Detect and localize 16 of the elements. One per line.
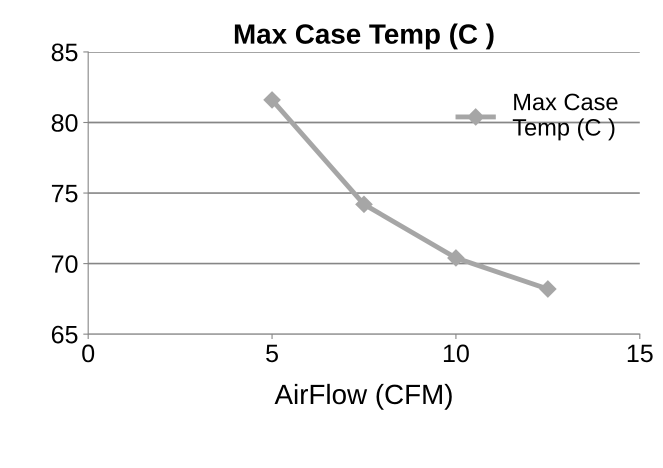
point [539,280,556,298]
y-tick-label: 75 [52,184,78,202]
x-tick-label: 5 [266,344,278,362]
legend-label: Max Case Temp (C ) [512,94,618,140]
point [447,249,464,267]
point [264,91,281,108]
y-tick-label: 70 [52,255,78,273]
chart-title: Max Case Temp (C ) [234,23,494,50]
y-tick-label: 80 [52,114,78,132]
x-tick-label: 15 [628,344,653,362]
x-tick-label: 0 [82,344,94,362]
y-tick-label: 85 [52,44,78,62]
x-tick-label: 10 [444,344,469,362]
point [355,196,373,213]
x-axis-title: AirFlow (CFM) [274,384,452,410]
y-tick-label: 65 [52,326,78,344]
